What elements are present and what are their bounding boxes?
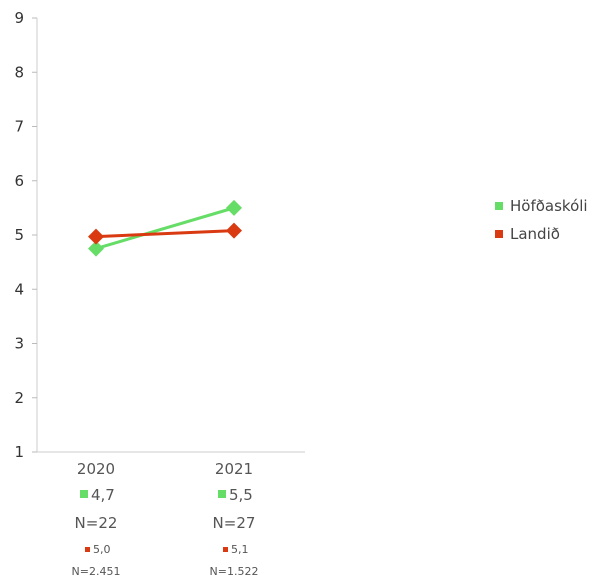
y-tick-label: 6	[14, 172, 24, 190]
legend-swatch	[80, 490, 88, 498]
series-line	[95, 229, 235, 239]
series-line	[95, 206, 235, 251]
y-tick-label: 1	[14, 443, 24, 461]
n-label: N=1.522	[210, 565, 259, 578]
y-tick-label: 5	[14, 226, 24, 244]
data-label: 5,1	[231, 543, 249, 556]
category-stats: 4,7 N=22 5,0 N=2.451 5,5 N=27 5,1 N=1.522	[72, 486, 259, 578]
y-tick-label: 3	[14, 335, 24, 353]
y-tick-label: 7	[14, 118, 24, 136]
chart-axes	[36, 18, 305, 453]
y-tick-label: 4	[14, 280, 24, 298]
data-point-marker	[88, 228, 104, 245]
x-tick-label: 2020	[77, 460, 115, 478]
legend-swatch	[85, 547, 90, 552]
legend-swatch	[218, 490, 226, 498]
n-label: N=2.451	[72, 565, 121, 578]
y-tick-label: 9	[14, 9, 24, 27]
series-markers	[88, 199, 242, 257]
n-label: N=27	[213, 514, 256, 532]
legend-swatch	[495, 202, 503, 210]
legend: Höfðaskóli Landið	[495, 197, 588, 243]
data-label: 5,0	[93, 543, 111, 556]
x-ticks: 2020 2021	[77, 460, 253, 478]
y-tick-label: 2	[14, 389, 24, 407]
n-label: N=22	[75, 514, 118, 532]
legend-label: Landið	[510, 225, 560, 243]
data-label: 5,5	[229, 486, 253, 504]
legend-label: Höfðaskóli	[510, 197, 588, 215]
x-tick-label: 2021	[215, 460, 253, 478]
data-point-marker	[226, 222, 242, 239]
series-lines	[95, 206, 235, 251]
data-point-marker	[226, 199, 242, 216]
y-tick-label: 8	[14, 63, 24, 81]
legend-swatch	[223, 547, 228, 552]
y-ticks: 1 2 3 4 5 6 7 8 9	[14, 9, 37, 461]
legend-swatch	[495, 230, 503, 238]
data-point-marker	[88, 240, 104, 257]
data-label: 4,7	[91, 486, 115, 504]
